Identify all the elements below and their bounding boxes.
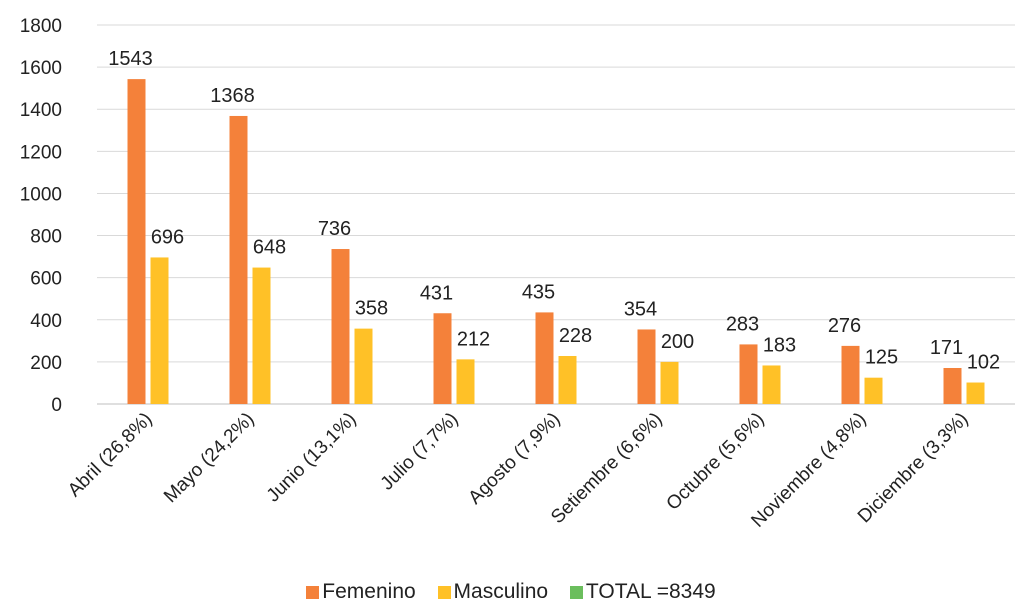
x-category-label: Junio (13,1%) <box>263 409 361 507</box>
y-tick-label: 1200 <box>20 142 62 163</box>
data-label: 696 <box>151 226 184 248</box>
bar-femenino <box>331 249 350 404</box>
y-tick-label: 1000 <box>20 184 62 205</box>
bar-masculino <box>660 361 679 404</box>
x-axis-category-labels: Abril (26,8%) Mayo (24,2%) Junio (13,1%) Ju… <box>64 409 973 532</box>
data-label: 102 <box>967 352 1000 374</box>
data-label: 1368 <box>210 85 255 107</box>
y-tick-label: 1600 <box>20 58 62 79</box>
x-category-label: Mayo (24,2%) <box>160 409 258 507</box>
x-category-label: Octubre (5,6%) <box>663 409 769 515</box>
legend: Femenino Masculino TOTAL =8349 <box>0 580 1022 605</box>
bar-femenino <box>433 313 452 404</box>
legend-swatch-total <box>569 585 583 599</box>
bar-masculino <box>354 328 373 404</box>
y-tick-label: 800 <box>30 227 62 248</box>
bar-femenino <box>535 312 554 404</box>
y-axis-tick-labels: 0 200 400 600 800 1000 1200 1400 1600 1800 <box>20 16 62 416</box>
y-tick-label: 400 <box>30 311 62 332</box>
bar-femenino <box>739 344 758 404</box>
gridlines <box>97 24 1015 405</box>
x-category-label: Abril (26,8%) <box>64 409 157 502</box>
data-label: 171 <box>930 337 963 359</box>
data-label: 1543 <box>108 48 153 70</box>
bar-masculino <box>252 267 271 404</box>
bar-femenino <box>943 367 962 404</box>
data-label: 212 <box>457 328 490 350</box>
legend-item-total: TOTAL =8349 <box>569 580 716 604</box>
data-label: 354 <box>624 298 657 320</box>
legend-label-masculino: Masculino <box>453 580 549 603</box>
data-label: 648 <box>253 237 286 259</box>
legend-item-femenino: Femenino <box>306 580 416 604</box>
x-category-label: Setiembre (6,6%) <box>547 409 666 528</box>
bar-masculino <box>966 382 985 404</box>
data-label: 276 <box>828 315 861 337</box>
bar-masculino <box>150 257 169 404</box>
data-label: 228 <box>559 325 592 347</box>
y-tick-label: 0 <box>51 395 62 416</box>
data-label: 200 <box>661 331 694 353</box>
y-tick-label: 600 <box>30 269 62 290</box>
data-label: 183 <box>763 334 796 356</box>
legend-label-total: TOTAL =8349 <box>585 580 716 603</box>
y-tick-label: 1400 <box>20 100 62 121</box>
bar-femenino <box>229 115 248 405</box>
data-label: 431 <box>420 282 453 304</box>
legend-swatch-masculino <box>437 585 451 599</box>
legend-swatch-femenino <box>306 585 320 599</box>
bar-masculino <box>456 359 475 404</box>
x-category-label: Diciembre (3,3%) <box>854 409 973 528</box>
legend-item-masculino: Masculino <box>437 580 549 604</box>
data-label: 125 <box>865 347 898 369</box>
bar-masculino <box>864 377 883 404</box>
x-category-label: Noviembre (4,8%) <box>747 409 870 532</box>
x-category-label: Julio (7,7%) <box>377 409 463 495</box>
data-label: 435 <box>522 281 555 303</box>
data-label: 358 <box>355 298 388 320</box>
bar-femenino <box>127 79 146 404</box>
bar-masculino <box>558 355 577 404</box>
data-label: 283 <box>726 313 759 335</box>
data-label: 736 <box>318 218 351 240</box>
bars <box>127 79 985 405</box>
y-tick-label: 1800 <box>20 16 62 37</box>
bar-masculino <box>762 365 781 404</box>
legend-label-femenino: Femenino <box>322 580 416 603</box>
bar-chart: 0 200 400 600 800 1000 1200 1400 1600 1800 1543 69… <box>20 16 1015 532</box>
y-tick-label: 200 <box>30 353 62 374</box>
bar-femenino <box>637 329 656 404</box>
bar-femenino <box>841 345 860 404</box>
x-category-label: Agosto (7,9%) <box>465 409 565 509</box>
